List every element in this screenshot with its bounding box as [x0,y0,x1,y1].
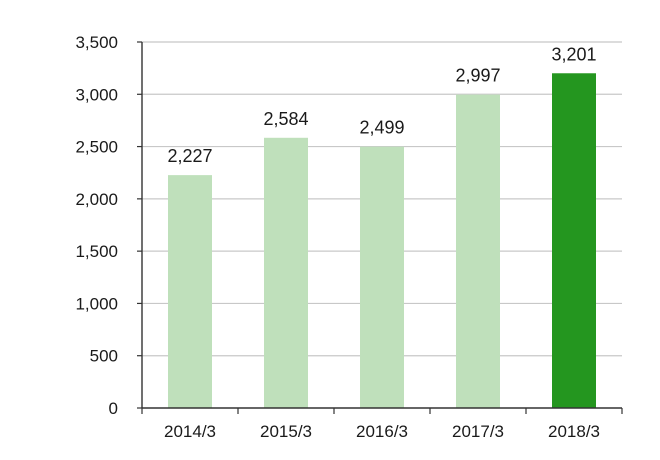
bar [552,73,596,409]
bar [264,137,308,409]
axes [137,41,623,414]
bar [456,94,500,408]
data-label: 2,227 [167,146,212,166]
x-tick-label: 2018/3 [548,422,600,441]
y-tick-label: 1,000 [75,294,118,313]
data-label: 3,201 [551,44,596,64]
x-tick-label: 2014/3 [164,422,216,441]
labels: 0 500 1,000 1,500 2,000 2,500 3,000 3,500 2,227 2… [75,33,600,441]
y-tick-label: 2,000 [75,190,118,209]
data-label: 2,499 [359,118,404,138]
y-tick-label: 2,500 [75,138,118,157]
data-label: 2,584 [263,109,308,129]
y-tick-label: 0 [109,399,118,418]
bars [168,73,596,409]
x-tick-label: 2015/3 [260,422,312,441]
y-tick-label: 3,500 [75,33,118,52]
y-tick-label: 3,000 [75,85,118,104]
bar [168,175,212,408]
y-tick-label: 500 [90,347,118,366]
x-tick-label: 2016/3 [356,422,408,441]
y-tick-label: 1,500 [75,242,118,261]
bar [360,146,404,408]
x-tick-label: 2017/3 [452,422,504,441]
data-label: 2,997 [455,66,500,86]
